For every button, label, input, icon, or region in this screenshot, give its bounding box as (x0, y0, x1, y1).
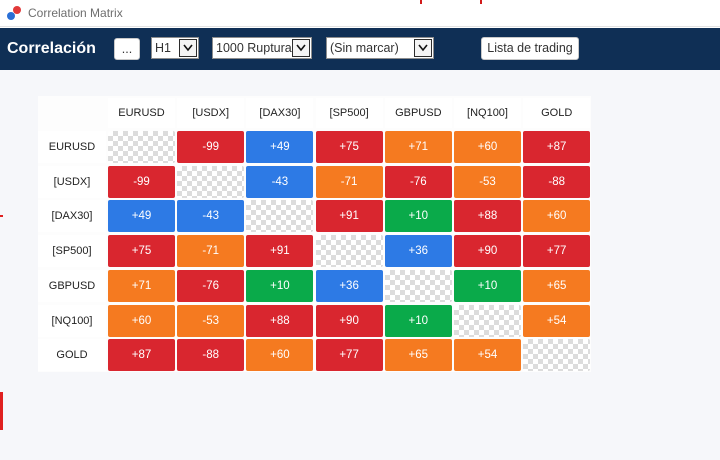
correlation-cell[interactable]: +10 (384, 200, 452, 233)
row-header: [NQ100] (38, 304, 106, 337)
correlation-cell[interactable]: -43 (246, 165, 314, 198)
correlation-cell[interactable]: +65 (384, 339, 452, 372)
matrix-diagonal-cell (246, 200, 314, 233)
correlation-cell[interactable]: -76 (384, 165, 452, 198)
matrix-diagonal-cell (177, 165, 245, 198)
timeframe-value: H1 (155, 41, 171, 55)
marker-value: (Sin marcar) (330, 41, 399, 55)
correlation-cell[interactable]: -76 (177, 269, 245, 302)
correlation-cell[interactable]: -99 (177, 131, 245, 163)
correlation-cell[interactable]: +88 (246, 304, 314, 337)
chevron-down-icon[interactable] (179, 39, 197, 57)
correlation-cell[interactable]: +10 (384, 304, 452, 337)
correlation-cell[interactable]: +77 (523, 235, 591, 268)
toolbar: Correlación ... H1 1000 Rupturas (Sin ma… (0, 28, 720, 70)
column-header: EURUSD (108, 98, 175, 128)
correlation-cell[interactable]: +90 (454, 235, 521, 268)
trading-list-button[interactable]: Lista de trading (481, 37, 579, 60)
column-header: [DAX30] (246, 98, 314, 128)
app-logo-icon (7, 6, 21, 20)
correlation-cell[interactable]: +75 (315, 131, 383, 163)
row-header: [SP500] (38, 235, 106, 268)
row-header: [USDX] (38, 165, 106, 198)
chevron-down-icon[interactable] (292, 39, 310, 57)
column-header: GOLD (523, 98, 591, 128)
chart-edge-marker (0, 392, 3, 430)
column-header: [USDX] (177, 98, 245, 128)
chevron-down-icon[interactable] (414, 39, 432, 57)
correlation-cell[interactable]: +36 (384, 235, 452, 268)
matrix-diagonal-cell (108, 131, 175, 163)
correlation-cell[interactable]: +49 (246, 131, 314, 163)
correlation-cell[interactable]: +36 (315, 269, 383, 302)
row-header: EURUSD (38, 131, 106, 163)
correlation-cell[interactable]: -71 (177, 235, 245, 268)
timeframe-select[interactable]: H1 (151, 37, 199, 59)
window-title-bar: Correlation Matrix (0, 0, 720, 27)
matrix-diagonal-cell (523, 339, 591, 372)
correlation-cell[interactable]: -53 (177, 304, 245, 337)
matrix-diagonal-cell (315, 235, 383, 268)
correlation-cell[interactable]: +10 (454, 269, 521, 302)
marker-select[interactable]: (Sin marcar) (326, 37, 434, 59)
calculation-type-value: 1000 Rupturas (216, 41, 299, 55)
correlation-cell[interactable]: -88 (523, 165, 591, 198)
correlation-cell[interactable]: -99 (108, 165, 175, 198)
correlation-cell[interactable]: +90 (315, 304, 383, 337)
correlation-cell[interactable]: +65 (523, 269, 591, 302)
correlation-cell[interactable]: +54 (454, 339, 521, 372)
chart-tick-marker (480, 0, 482, 4)
correlation-cell[interactable]: -43 (177, 200, 245, 233)
column-header: [NQ100] (454, 98, 521, 128)
column-header: [SP500] (315, 98, 383, 128)
correlation-cell[interactable]: +60 (523, 200, 591, 233)
correlation-cell[interactable]: +87 (523, 131, 591, 163)
correlation-cell[interactable]: +54 (523, 304, 591, 337)
row-header: GOLD (38, 339, 106, 372)
matrix-diagonal-cell (384, 269, 452, 302)
correlation-cell[interactable]: +77 (315, 339, 383, 372)
correlation-cell[interactable]: +88 (454, 200, 521, 233)
correlation-cell[interactable]: -71 (315, 165, 383, 198)
column-header: GBPUSD (384, 98, 452, 128)
correlation-cell[interactable]: -88 (177, 339, 245, 372)
correlation-cell[interactable]: +10 (246, 269, 314, 302)
correlation-cell[interactable]: -53 (454, 165, 521, 198)
calculation-type-select[interactable]: 1000 Rupturas (212, 37, 312, 59)
row-header: GBPUSD (38, 269, 106, 302)
correlation-cell[interactable]: +60 (454, 131, 521, 163)
correlation-cell[interactable]: +60 (246, 339, 314, 372)
chart-edge-marker (0, 215, 3, 217)
chart-tick-marker (420, 0, 422, 4)
correlation-cell[interactable]: +71 (108, 269, 175, 302)
window-title: Correlation Matrix (28, 6, 123, 20)
correlation-cell[interactable]: +60 (108, 304, 175, 337)
correlation-cell[interactable]: +75 (108, 235, 175, 268)
page-title: Correlación (7, 40, 96, 57)
correlation-cell[interactable]: +91 (246, 235, 314, 268)
correlation-cell[interactable]: +71 (384, 131, 452, 163)
matrix-diagonal-cell (454, 304, 521, 337)
more-options-button[interactable]: ... (114, 38, 140, 60)
correlation-cell[interactable]: +49 (108, 200, 175, 233)
correlation-cell[interactable]: +87 (108, 339, 175, 372)
row-header: [DAX30] (38, 200, 106, 233)
correlation-cell[interactable]: +91 (315, 200, 383, 233)
